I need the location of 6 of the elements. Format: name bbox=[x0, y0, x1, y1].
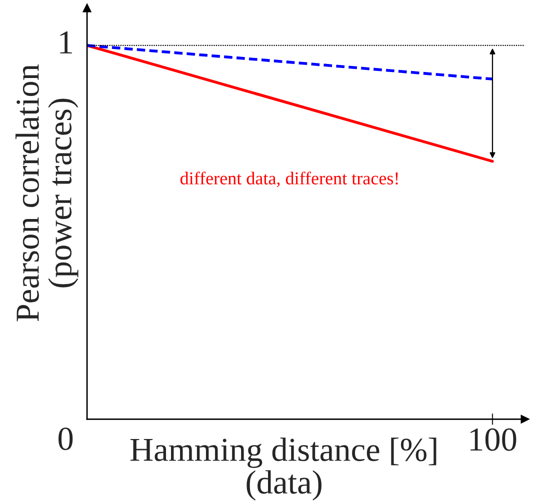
annotation: different data, different traces! bbox=[180, 172, 398, 188]
y-axis-title: Pearson correlation (power traces) bbox=[16, 64, 78, 322]
x-axis-title: Hamming distance [%] (data) bbox=[130, 438, 436, 501]
annotation: 1 bbox=[60, 31, 72, 54]
text: 100 bbox=[470, 428, 516, 451]
text: 0 bbox=[58, 428, 73, 450]
